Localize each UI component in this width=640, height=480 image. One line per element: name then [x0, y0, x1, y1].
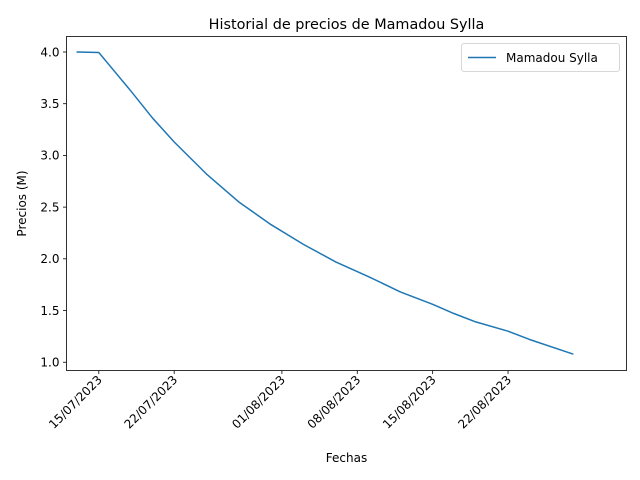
plot-area — [66, 36, 627, 371]
y-tick-label: 2.5 — [40, 200, 59, 214]
y-tick-label: 1.5 — [40, 304, 59, 318]
x-tick-label: 01/08/2023 — [229, 373, 288, 432]
legend: Mamadou Sylla — [461, 43, 620, 72]
y-axis: 1.0 1.5 2.0 2.5 3.0 3.5 4.0 — [40, 45, 67, 370]
y-tick-label: 3.5 — [40, 97, 59, 111]
y-tick-label: 1.0 — [40, 356, 59, 370]
y-tick-label: 3.0 — [40, 149, 59, 163]
x-tick-label: 08/08/2023 — [305, 373, 364, 432]
chart-title: Historial de precios de Mamadou Sylla — [209, 17, 485, 33]
y-tick-label: 2.0 — [40, 252, 59, 266]
x-tick-label: 15/07/2023 — [46, 373, 105, 432]
x-axis-label: Fechas — [326, 451, 367, 465]
x-tick-label: 22/08/2023 — [455, 373, 514, 432]
x-tick-label: 22/07/2023 — [122, 373, 181, 432]
x-tick-label: 15/08/2023 — [380, 373, 439, 432]
plot-frame — [66, 36, 627, 371]
y-axis-label: Precios (M) — [15, 170, 29, 236]
series-line-0 — [76, 51, 574, 355]
x-axis: 15/07/2023 22/07/2023 01/08/2023 08/08/2023… — [46, 370, 514, 432]
y-tick-label: 4.0 — [40, 45, 59, 59]
legend-box — [461, 43, 620, 72]
legend-entry-label: Mamadou Sylla — [506, 51, 598, 65]
